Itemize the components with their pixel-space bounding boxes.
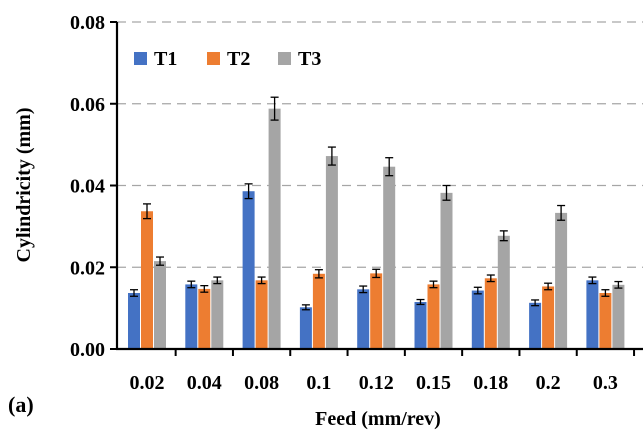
bar-t1 [185, 284, 198, 349]
legend-swatch-t2 [207, 52, 220, 65]
bar-t3 [555, 212, 568, 349]
bar-t3 [211, 280, 224, 349]
bar-t3 [612, 284, 625, 349]
y-tick-label: 0.08 [70, 12, 105, 34]
bar-t2 [370, 273, 383, 349]
x-axis-title: Feed (mm/rev) [315, 408, 441, 430]
y-tick-label: 0.06 [70, 94, 105, 116]
legend-label-t1: T1 [154, 48, 177, 70]
bar-t1 [299, 307, 312, 349]
bar-t2 [198, 288, 211, 349]
bar-t2 [542, 286, 555, 349]
legend: T1 T2 T3 [134, 48, 321, 70]
bar-t1 [414, 301, 427, 349]
bar-t2 [255, 280, 268, 349]
legend-swatch-t3 [278, 52, 291, 65]
x-tick-label: 0.15 [416, 372, 451, 394]
x-tick-labels: 0.02 0.04 0.08 0.1 0.12 0.15 0.18 0.2 0.3 [130, 372, 618, 394]
bar-t2 [484, 278, 497, 349]
bar-t3 [268, 108, 281, 349]
bar-t3 [440, 192, 453, 349]
y-tick-label: 0.00 [70, 339, 105, 361]
bar-t1 [471, 290, 484, 349]
bar-t3 [497, 235, 510, 349]
x-tick-label: 0.3 [593, 372, 618, 394]
bar-t1 [586, 280, 599, 349]
bar-t1 [242, 191, 255, 349]
bar-t2 [141, 211, 153, 349]
bar-t2 [427, 284, 440, 349]
y-axis-title: Cylindricity (mm) [13, 108, 35, 263]
legend-label-t2: T2 [227, 48, 250, 70]
x-tick-label: 0.12 [359, 372, 394, 394]
x-tick-label: 0.2 [536, 372, 561, 394]
legend-swatch-t1 [134, 52, 147, 65]
x-tick-label: 0.08 [244, 372, 279, 394]
y-tick-label: 0.04 [70, 176, 105, 198]
legend-label-t3: T3 [298, 48, 321, 70]
bar-t1 [529, 302, 542, 349]
bar-t2 [599, 293, 612, 349]
bar-t3 [325, 156, 338, 349]
x-tick-label: 0.04 [187, 372, 222, 394]
bar-t3 [383, 166, 396, 349]
y-tick-labels: 0.00 0.02 0.04 0.06 0.08 [70, 12, 105, 361]
y-tick-label: 0.02 [70, 257, 105, 279]
x-tick-label: 0.02 [130, 372, 165, 394]
bar-t1 [357, 289, 370, 349]
bar-t1 [128, 293, 140, 349]
bar-t2 [312, 273, 325, 349]
bar-t3 [154, 261, 166, 349]
x-tick-label: 0.1 [306, 372, 331, 394]
panel-label: (a) [8, 392, 34, 417]
x-tick-label: 0.18 [473, 372, 508, 394]
axes [110, 21, 643, 356]
bars [128, 96, 625, 349]
